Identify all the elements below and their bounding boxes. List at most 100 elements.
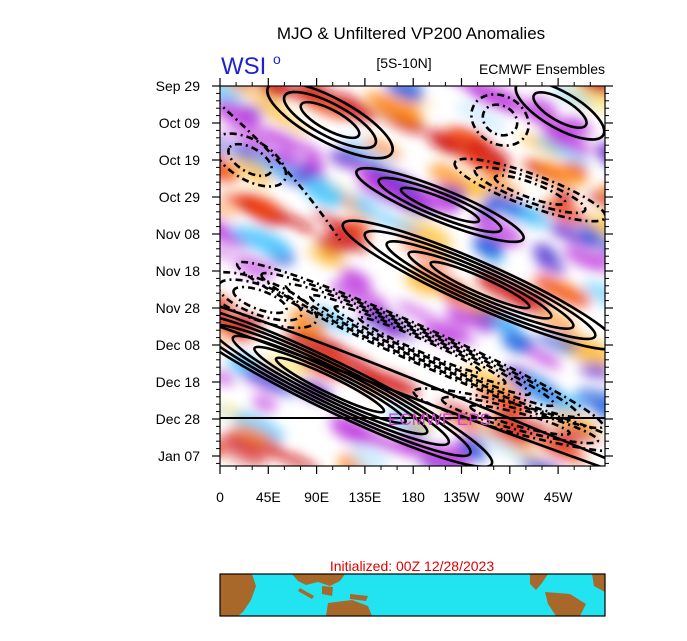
shading-blob (518, 459, 569, 466)
shading-blob (220, 369, 236, 386)
shading-blob (501, 331, 535, 355)
negative-contour (333, 304, 507, 386)
world-map-strip (219, 573, 606, 617)
x-tick-label: 90W (495, 489, 525, 505)
forecast-label: ECMWF EPS (388, 410, 491, 429)
negative-contour (453, 157, 605, 223)
shading-blob (554, 187, 575, 208)
negative-contour (473, 165, 587, 215)
shading-blob (220, 336, 228, 350)
shading-blob (535, 332, 579, 354)
x-tick-label: 180 (402, 489, 426, 505)
y-tick-label: Nov 08 (156, 226, 201, 242)
shading-blob (532, 241, 555, 261)
shading-blob (232, 423, 272, 441)
negative-contour (309, 293, 531, 397)
shading-blob (220, 196, 239, 219)
positive-contour (363, 229, 597, 341)
shading-blob (384, 86, 424, 102)
shading-blob (395, 300, 443, 327)
south-america-land (545, 592, 586, 616)
shading-blob (302, 178, 346, 207)
shading-blob (220, 436, 267, 466)
y-tick-label: Dec 18 (156, 374, 201, 390)
shading-blob (345, 218, 372, 235)
plot-frame (219, 85, 606, 467)
wsi-logo: WSI o (221, 51, 281, 80)
shading-blob (547, 278, 592, 299)
shading-blob (220, 155, 240, 183)
positive-contour (282, 90, 378, 150)
positive-contour (220, 325, 603, 466)
shading-blob (455, 102, 507, 132)
shading-blob (239, 104, 264, 119)
shading-blob (526, 375, 552, 392)
negative-contour (227, 142, 273, 178)
shading-blob (422, 323, 461, 347)
shading-blob (483, 191, 506, 213)
positive-contour (355, 166, 525, 244)
positive-contour (514, 86, 605, 141)
shading-blob (546, 127, 577, 148)
y-tick-label: Dec 08 (156, 337, 201, 353)
shading-blob (566, 424, 591, 441)
x-tick-label: 135W (443, 489, 480, 505)
negative-contour (220, 278, 303, 322)
australia-land (326, 600, 372, 616)
shading-blob (246, 233, 288, 256)
y-tick-label: Nov 28 (156, 300, 201, 316)
y-axis: Sep 29 Oct 09 Oct 19 Oct 29 Nov 08 Nov 18 Nov … (156, 78, 613, 464)
wsi-logo-superscript: o (273, 51, 281, 67)
negative-contour (481, 103, 519, 137)
negative-contour (493, 174, 567, 206)
negative-contour (284, 282, 556, 408)
shading-blob (533, 136, 591, 168)
shading-blob (240, 367, 296, 397)
asia-land (292, 574, 345, 586)
shading-blob (349, 445, 389, 466)
shading-blob (268, 209, 317, 233)
shading-blob (227, 86, 280, 111)
shading-blob (237, 199, 258, 212)
shading-blob (472, 235, 504, 259)
plot-area: ECMWF EPS (219, 85, 606, 467)
positive-contour (399, 186, 481, 224)
shading-blob (428, 163, 468, 190)
positive-contour (385, 240, 575, 330)
negative-contour (260, 271, 580, 419)
shading-blob (473, 430, 528, 460)
positive-contour (220, 305, 605, 460)
borneo-land (322, 586, 333, 596)
shading-blob (444, 305, 494, 332)
shading-blob (578, 359, 601, 379)
shading-blob (438, 315, 468, 341)
chart-title: MJO & Unfiltered VP200 Anomalies (277, 24, 545, 43)
positive-contour (274, 356, 386, 414)
shading-blob (492, 418, 528, 442)
x-axis: 0 45E 90E 135E 180 135W 90W 45W (216, 78, 591, 505)
shading-blob (363, 369, 420, 398)
positive-contour (220, 312, 472, 458)
negative-contour (232, 285, 288, 315)
positive-contour (429, 260, 531, 310)
shading-blob (436, 138, 465, 155)
shading-blob (494, 98, 520, 114)
x-tick-label: 45E (256, 489, 281, 505)
shading-blob (220, 218, 250, 249)
shading-blob (220, 246, 235, 260)
initialized-label: Initialized: 00Z 12/28/2023 (330, 558, 494, 574)
shading-blob (482, 176, 522, 198)
x-tick-label: 45W (544, 489, 574, 505)
new-guinea-land (350, 594, 368, 601)
positive-contour (341, 219, 605, 351)
africa-land (220, 574, 256, 616)
shading-blob (604, 235, 605, 255)
x-tick-label: 90E (304, 489, 329, 505)
shading-blob (258, 86, 290, 99)
y-tick-label: Nov 18 (156, 263, 201, 279)
shading-blob (262, 354, 310, 376)
shading-blob (220, 298, 240, 331)
shading-blob (412, 265, 452, 286)
negative-contour (220, 102, 342, 241)
